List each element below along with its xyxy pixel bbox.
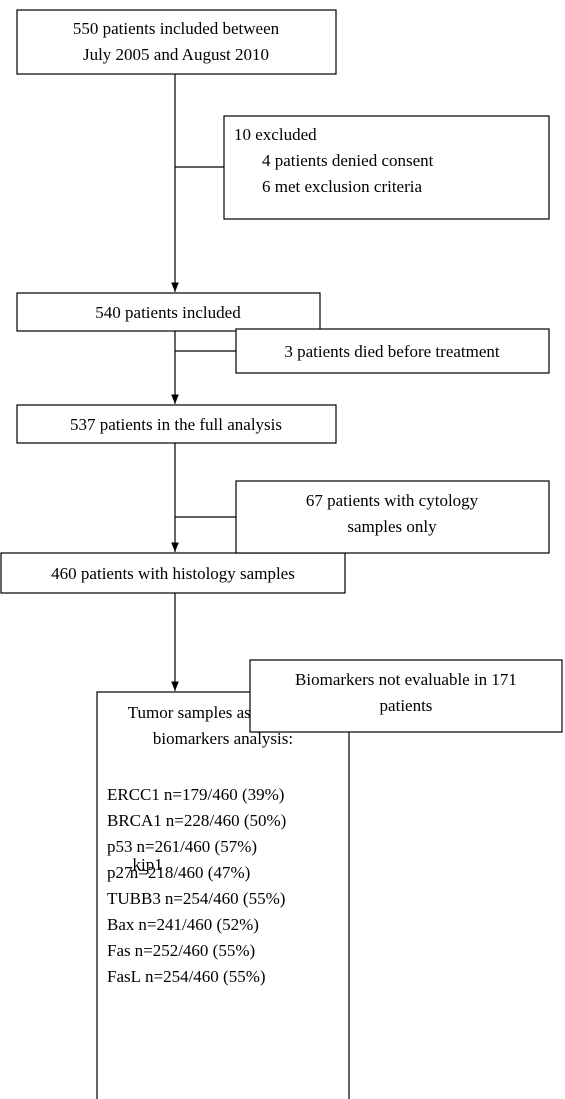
biomarker-result: n=241/460 (52%) <box>138 915 259 934</box>
biomarker-result: n=179/460 (39%) <box>164 785 285 804</box>
box-text: patients <box>380 696 433 715</box>
box-text: 540 patients included <box>95 303 241 322</box>
box <box>0 552 346 594</box>
box-text: 550 patients included between <box>73 19 280 38</box>
biomarker-result: n=218/460 (47%) <box>130 863 251 882</box>
box <box>16 292 321 332</box>
biomarker-item: Fas n=252/460 (55%) <box>107 941 255 960</box>
biomarker-name: ERCC1 <box>107 785 160 804</box>
biomarker-name: TUBB3 <box>107 889 161 908</box>
biomarker-item: Bax n=241/460 (52%) <box>107 915 259 934</box>
box-text: July 2005 and August 2010 <box>83 45 269 64</box>
box-text: 4 patients denied consent <box>262 151 434 170</box>
biomarker-name: Fas <box>107 941 131 960</box>
box-text: samples only <box>347 517 437 536</box>
biomarker-item: p53 n=261/460 (57%) <box>107 837 257 856</box>
box-text: 537 patients in the full analysis <box>70 415 282 434</box>
box-text: biomarkers analysis: <box>153 729 293 748</box>
box-text: 460 patients with histology samples <box>51 564 295 583</box>
biomarker-sup: kip1 <box>133 855 163 874</box>
biomarker-result: n=252/460 (55%) <box>135 941 256 960</box>
box <box>16 404 337 444</box>
box-text: Biomarkers not evaluable in 171 <box>295 670 517 689</box>
biomarker-name: BRCA1 <box>107 811 162 830</box>
biomarker-name: Bax <box>107 915 135 934</box>
exclusion-box <box>235 480 550 554</box>
biomarker-item: BRCA1 n=228/460 (50%) <box>107 811 286 830</box>
box <box>96 691 350 1099</box>
box-text: 10 excluded <box>234 125 317 144</box>
biomarker-result: n=254/460 (55%) <box>165 889 286 908</box>
biomarker-result: n=254/460 (55%) <box>145 967 266 986</box>
exclusion-box <box>223 115 550 220</box>
box <box>16 9 337 75</box>
box-text: 67 patients with cytology <box>306 491 479 510</box>
biomarker-result: n=261/460 (57%) <box>137 837 258 856</box>
biomarker-name: p53 <box>107 837 133 856</box>
biomarker-name: p27 <box>107 863 133 882</box>
exclusion-box <box>249 659 563 733</box>
biomarker-list: ERCC1 n=179/460 (39%)BRCA1 n=228/460 (50%)… <box>107 785 286 986</box>
exclusion-box <box>235 328 550 374</box>
biomarker-name: FasL <box>107 967 141 986</box>
biomarker-item: ERCC1 n=179/460 (39%) <box>107 785 284 804</box>
box-text: 6 met exclusion criteria <box>262 177 422 196</box>
biomarker-item: p27kip1n=218/460 (47%) <box>107 855 250 882</box>
box-text: 3 patients died before treatment <box>284 342 500 361</box>
biomarker-result: n=228/460 (50%) <box>166 811 287 830</box>
biomarker-item: TUBB3 n=254/460 (55%) <box>107 889 285 908</box>
biomarker-item: FasL n=254/460 (55%) <box>107 967 266 986</box>
